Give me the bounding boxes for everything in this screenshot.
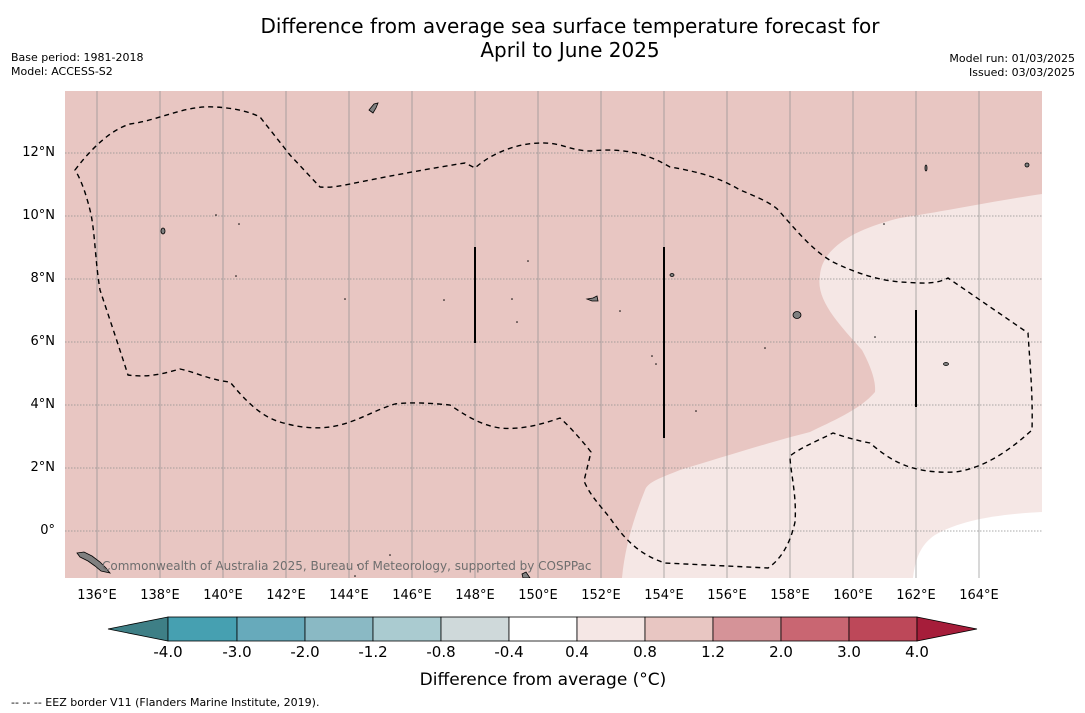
footnote-eez: -- -- -- EEZ border V11 (Flanders Marine…: [11, 696, 320, 709]
lon-label-140e: 140°E: [203, 588, 243, 603]
islands: [76, 102, 1030, 578]
lon-label-152e: 152°E: [581, 588, 621, 603]
colorbar-extend-low: [107, 616, 169, 642]
lon-label-156e: 156°E: [707, 588, 747, 603]
base-period: Base period: 1981-2018: [11, 51, 144, 64]
lat-label-2n: 2°N: [30, 460, 56, 475]
issued-date: Issued: 03/03/2025: [968, 66, 1075, 79]
lon-label-144e: 144°E: [329, 588, 369, 603]
meta-left: Base period: 1981-2018 Model: ACCESS-S2: [11, 51, 143, 79]
lon-label-160e: 160°E: [833, 588, 873, 603]
lon-label-158e: 158°E: [770, 588, 810, 603]
lat-label-10n: 10°N: [22, 208, 55, 223]
colorbar-label: Difference from average (°C): [419, 670, 667, 690]
colorbar-tick: -1.2: [358, 643, 388, 661]
colorbar-bin-6: [508, 616, 578, 642]
lon-label-164e: 164°E: [959, 588, 999, 603]
colorbar-tick: -4.0: [153, 643, 183, 661]
model-run: Model run: 01/03/2025: [949, 52, 1075, 65]
lon-label-146e: 146°E: [392, 588, 432, 603]
lon-label-136e: 136°E: [77, 588, 117, 603]
colorbar-tick: -2.0: [290, 643, 320, 661]
colorbar-tick: 1.2: [701, 643, 725, 661]
lat-label-6n: 6°N: [30, 334, 56, 349]
colorbar-bin-8: [644, 616, 714, 642]
colorbar-bin-5: [440, 616, 510, 642]
lat-label-12n: 12°N: [22, 145, 55, 160]
colorbar-tick: 2.0: [769, 643, 793, 661]
colorbar-bin-2: [236, 616, 306, 642]
eez-border-main: [74, 106, 1033, 569]
colorbar-tick: 0.8: [633, 643, 657, 661]
title-line-2: April to June 2025: [480, 38, 660, 62]
lon-label-142e: 142°E: [266, 588, 306, 603]
title-line-1: Difference from average sea surface temp…: [260, 14, 880, 38]
colorbar-bin-11: [848, 616, 918, 642]
colorbar: [107, 616, 978, 642]
lon-label-150e: 150°E: [518, 588, 558, 603]
colorbar-tick: -0.8: [426, 643, 456, 661]
lon-label-154e: 154°E: [644, 588, 684, 603]
map-credit: Commonwealth of Australia 2025, Bureau o…: [102, 559, 592, 573]
lat-label-0: 0°: [40, 523, 55, 538]
atolls: [215, 214, 885, 577]
colorbar-tick: 4.0: [905, 643, 929, 661]
colorbar-tick: -3.0: [222, 643, 252, 661]
colorbar-bin-4: [372, 616, 442, 642]
meta-right: Model run: 01/03/2025 Issued: 03/03/2025: [949, 52, 1075, 80]
colorbar-bin-10: [780, 616, 850, 642]
model-name: Model: ACCESS-S2: [11, 65, 113, 78]
lon-label-138e: 138°E: [140, 588, 180, 603]
colorbar-bin-7: [576, 616, 646, 642]
colorbar-bin-3: [304, 616, 374, 642]
eez-segments: [474, 247, 917, 438]
lat-label-8n: 8°N: [30, 271, 56, 286]
lon-label-162e: 162°E: [896, 588, 936, 603]
colorbar-tick: 0.4: [565, 643, 589, 661]
anomaly-region-neutral: [913, 512, 1042, 578]
map-title: Difference from average sea surface temp…: [170, 14, 970, 62]
colorbar-bin-1: [167, 616, 238, 642]
lat-label-4n: 4°N: [30, 397, 56, 412]
colorbar-tick: -0.4: [494, 643, 524, 661]
colorbar-extend-high: [916, 616, 978, 642]
lon-label-148e: 148°E: [455, 588, 495, 603]
colorbar-bin-9: [712, 616, 782, 642]
colorbar-tick: 3.0: [837, 643, 861, 661]
